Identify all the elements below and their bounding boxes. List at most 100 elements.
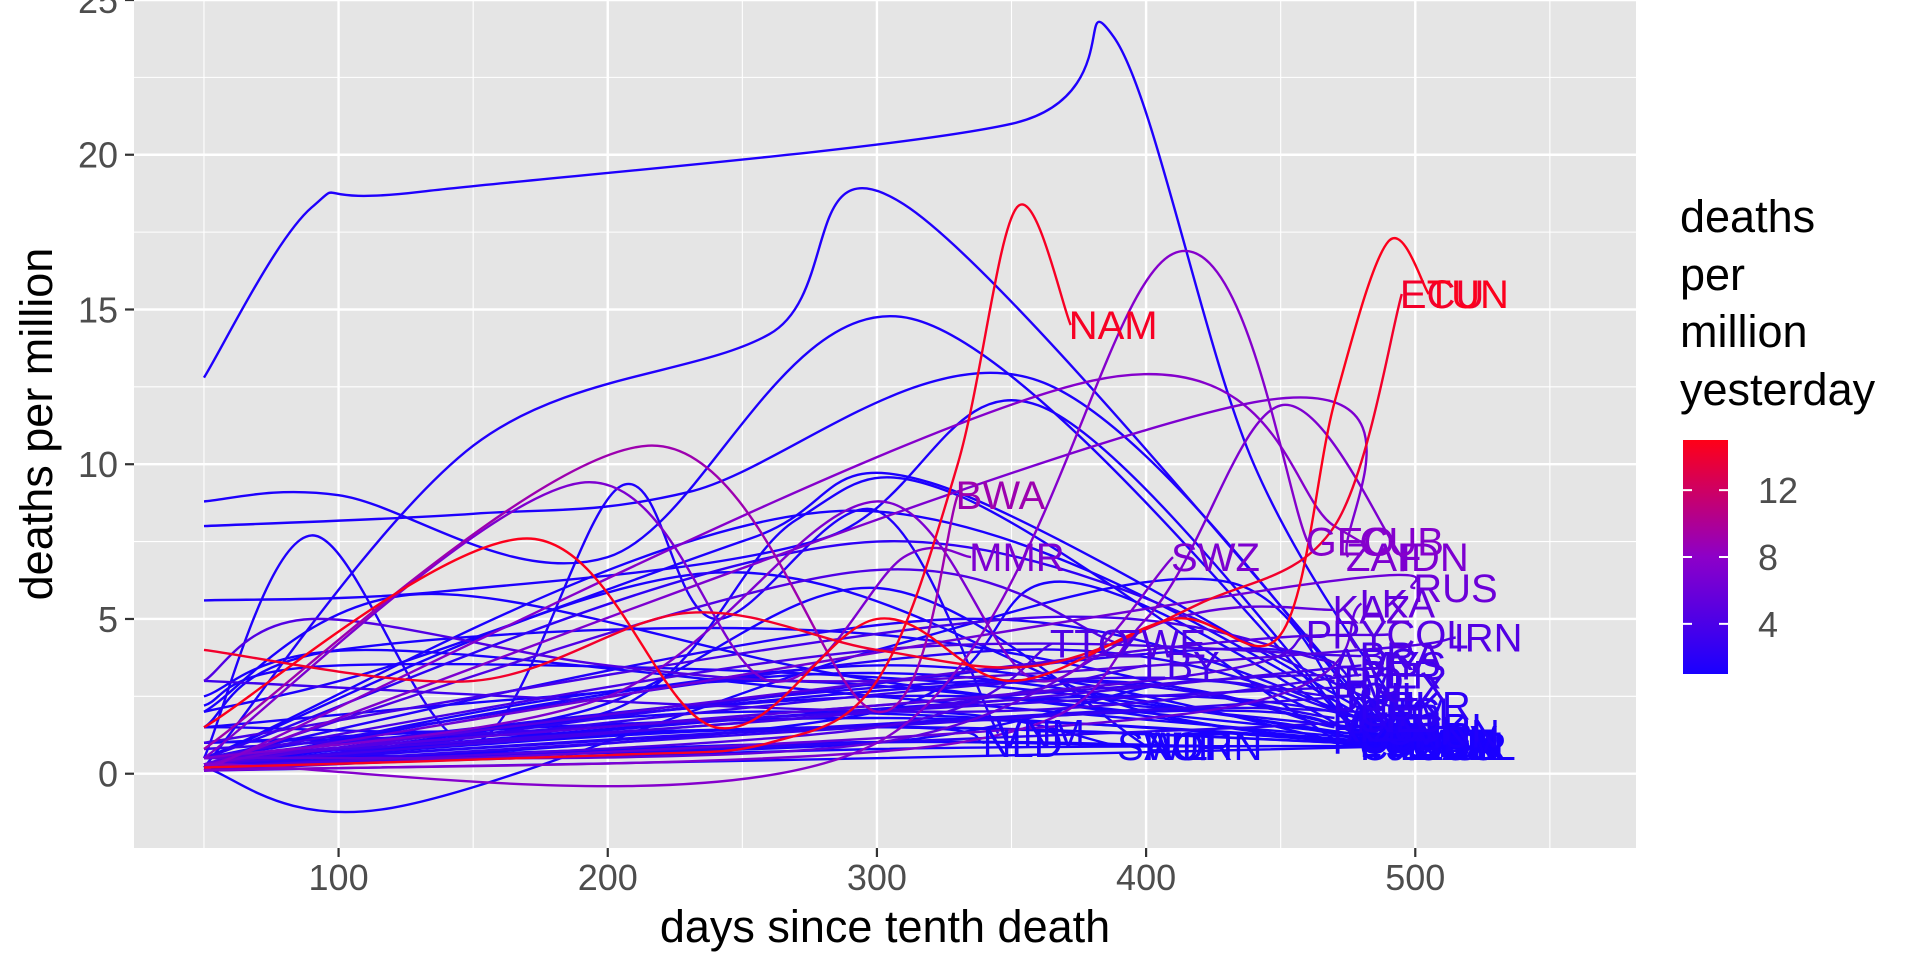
- y-axis-title: deaths per million: [11, 248, 62, 601]
- country-label-bra: BRA: [1359, 635, 1442, 679]
- country-label-afg: AFG: [1359, 691, 1441, 735]
- country-label-tto: TTO: [1050, 623, 1129, 667]
- country-label-dnk: DNK: [1413, 725, 1498, 769]
- country-label-swz: SWZ: [1171, 536, 1260, 580]
- y-tick-label: 0: [98, 754, 118, 795]
- country-label-irq: IRQ: [1333, 660, 1404, 704]
- country-label-srb: SRB: [1359, 697, 1441, 741]
- country-label-mne: MNE: [1333, 697, 1422, 741]
- series-line-mmr: [203, 481, 972, 760]
- country-label-swe: SWE: [1117, 725, 1208, 769]
- country-label-zwe: ZWE: [1117, 623, 1206, 667]
- series-line-vnm: [202, 482, 1000, 759]
- axes: 100 200 300 400 500 0 5 10 15 20 25: [78, 0, 1445, 898]
- series-lines: [202, 20, 1456, 814]
- series-line-ecu: [203, 293, 1403, 683]
- y-tick-label: 20: [78, 135, 118, 176]
- country-label-usa: USA: [1386, 722, 1469, 766]
- series-line-bwa: [203, 444, 959, 750]
- series-line-svk: [203, 187, 1390, 769]
- country-label-nam: NAM: [1069, 304, 1158, 348]
- series-line-prt: [203, 509, 1416, 760]
- country-label-npl: NPL: [1359, 685, 1437, 729]
- legend-tick-label: 8: [1758, 537, 1778, 578]
- series-line-bra: [203, 642, 1362, 760]
- country-label-irn: IRN: [1454, 617, 1523, 661]
- country-label-ltu: LTU: [1359, 722, 1432, 766]
- country-label-ukr: UKR: [1386, 685, 1470, 729]
- country-label-isr: ISR: [1440, 725, 1507, 769]
- country-label-gtm: GTM: [1359, 691, 1448, 735]
- country-label-kaz: KAZ: [1333, 589, 1411, 633]
- legend-title-line-4: yesterday: [1680, 364, 1876, 415]
- series-line-tun: [203, 237, 1430, 730]
- series-line-hun: [202, 20, 1417, 735]
- series-line-tto: [203, 642, 1053, 769]
- country-label-pry: PRY: [1306, 613, 1388, 657]
- country-label-nor: NOR: [1144, 725, 1233, 769]
- series-line-swz: [203, 500, 1174, 760]
- series-line-pry: [203, 633, 1308, 760]
- series-line-zwe: [203, 568, 1120, 766]
- gridlines: [134, 0, 1636, 848]
- country-label-fra: FRA: [1413, 722, 1493, 766]
- country-label-esp: ESP: [1413, 722, 1493, 766]
- country-label-cub: CUB: [1359, 521, 1443, 565]
- y-tick-label: 25: [78, 0, 118, 21]
- country-label-rou: ROU: [1333, 706, 1422, 750]
- country-label-ita: ITA: [1440, 722, 1500, 766]
- color-legend: deaths per million yesterday 4 8 12: [1680, 191, 1876, 674]
- country-label-idn: IDN: [1400, 536, 1469, 580]
- country-label-per: PER: [1359, 654, 1441, 698]
- series-line-cze: [203, 315, 1363, 738]
- x-tick-label: 500: [1385, 857, 1445, 898]
- series-line-gtm: [203, 706, 1362, 766]
- country-label-bgr: BGR: [1386, 716, 1473, 760]
- legend-title-line-3: million: [1680, 306, 1808, 357]
- country-label-fin: FIN: [1198, 725, 1262, 769]
- country-label-mys: MYS: [1359, 644, 1446, 688]
- country-label-pol: POL: [1333, 719, 1413, 763]
- country-label-hrv: HRV: [1413, 719, 1497, 763]
- series-line-mys: [203, 664, 1362, 766]
- country-label-svk: SVK: [1386, 709, 1466, 753]
- x-tick-label: 200: [578, 857, 638, 898]
- series-line-bol: [203, 676, 1335, 769]
- series-line-zaf: [203, 396, 1368, 769]
- country-label-rus: RUS: [1413, 567, 1497, 611]
- country-label-cze: CZE: [1359, 716, 1439, 760]
- country-label-prt: PRT: [1413, 722, 1492, 766]
- country-label-vnm: VNM: [996, 712, 1085, 756]
- country-label-mmr: MMR: [969, 536, 1065, 580]
- country-label-che: CHE: [1359, 725, 1443, 769]
- country-label-lby: LBY: [1144, 644, 1220, 688]
- country-label-arg: ARG: [1333, 641, 1420, 685]
- country-label-tun: TUN: [1427, 273, 1509, 317]
- x-tick-label: 100: [309, 857, 369, 898]
- country-label-pan: PAN: [1359, 706, 1438, 750]
- series-line-rus: [203, 573, 1418, 766]
- x-tick-label: 300: [847, 857, 907, 898]
- country-label-can: CAN: [1413, 725, 1497, 769]
- series-line-bel: [203, 571, 1443, 760]
- series-line-nam: [203, 203, 1072, 769]
- series-line-idn: [203, 404, 1403, 772]
- legend-tick-label: 12: [1758, 470, 1798, 511]
- country-label-phl: PHL: [1346, 675, 1424, 719]
- country-label-svn: SVN: [1359, 716, 1441, 760]
- country-label-chl: CHL: [1359, 716, 1439, 760]
- country-label-cri: CRI: [1413, 706, 1482, 750]
- country-label-hun: HUN: [1413, 712, 1500, 756]
- country-label-lva: LVA: [1386, 722, 1456, 766]
- plot-panel: [134, 0, 1636, 848]
- country-label-aut: AUT: [1144, 725, 1224, 769]
- legend-tick-label: 4: [1758, 604, 1778, 645]
- country-label-zaf: ZAF: [1346, 536, 1422, 580]
- y-tick-label: 10: [78, 444, 118, 485]
- country-label-jpn: JPN: [1386, 725, 1462, 769]
- country-label-col: COL: [1386, 613, 1468, 657]
- country-label-bel: BEL: [1440, 725, 1516, 769]
